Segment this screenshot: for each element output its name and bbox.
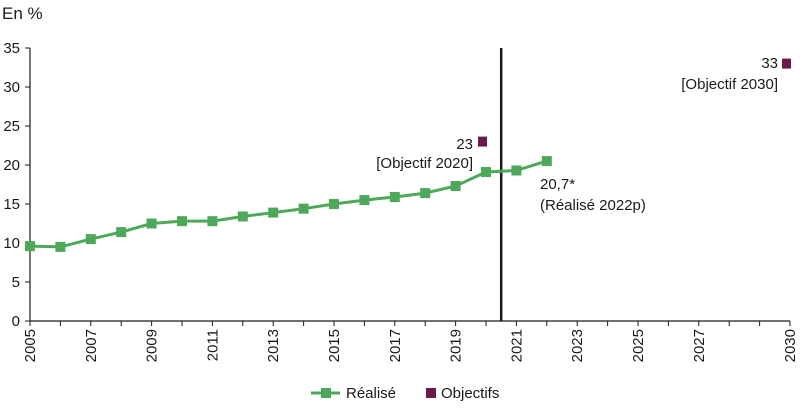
x-tick-label: 2013 [265, 329, 282, 362]
unit-label: En % [2, 4, 43, 23]
x-tick-label: 2005 [22, 329, 39, 362]
x-tick-label: 2011 [204, 329, 221, 361]
annotation-label: [Objectif 2020] [376, 155, 473, 172]
y-tick-label: 20 [3, 157, 20, 174]
data-point-realise [237, 211, 248, 222]
x-axis: 2005 2007 2009 2011 2013 2015 2017 2019 2021 2023… [22, 321, 799, 362]
data-point-realise [329, 199, 339, 209]
data-point-realise [511, 165, 522, 176]
y-axis: 0 5 10 15 20 25 30 35 [3, 40, 30, 330]
y-tick-label: 30 [3, 79, 20, 96]
data-point-realise [146, 218, 157, 229]
legend-label: Objectifs [441, 385, 499, 402]
data-point-realise [177, 216, 187, 227]
data-point-realise [541, 156, 552, 167]
data-point-realise [298, 203, 309, 214]
y-tick-label: 35 [3, 40, 20, 57]
data-point-realise [389, 191, 400, 202]
legend-marker-swatch [426, 388, 436, 398]
series-line-realise [29, 159, 548, 249]
data-point-realise [359, 195, 370, 206]
x-tick-label: 2017 [387, 329, 404, 362]
data-point-realise [268, 207, 279, 218]
x-tick-label: 2009 [144, 329, 161, 362]
annotation-value: 33 [761, 55, 778, 72]
data-point-realise [116, 227, 127, 238]
data-point-realise [481, 167, 491, 178]
annotation-value: 23 [456, 136, 473, 153]
annotation-value: 20,7* [540, 176, 575, 193]
y-tick-label: 10 [3, 235, 20, 252]
annotation-label: [Objectif 2030] [681, 76, 778, 93]
y-tick-label: 15 [3, 196, 20, 213]
data-point-objectif [478, 136, 487, 147]
y-tick-label: 25 [3, 118, 20, 135]
y-tick-label: 5 [12, 274, 20, 291]
data-point-objectif [782, 58, 791, 69]
legend-label: Réalisé [346, 385, 396, 402]
data-point-realise [25, 241, 35, 252]
x-tick-label: 2027 [691, 329, 708, 362]
data-point-realise [207, 216, 218, 227]
x-tick-label: 2025 [630, 329, 647, 362]
x-tick-label: 2021 [508, 329, 525, 362]
legend: Réalisé Objectifs [311, 385, 499, 402]
data-point-realise [55, 241, 66, 252]
y-tick-label: 0 [12, 313, 20, 330]
x-tick-label: 2023 [569, 329, 586, 362]
x-tick-label: 2030 [782, 329, 799, 362]
data-point-realise [420, 188, 431, 199]
x-tick-label: 2007 [83, 329, 100, 362]
data-point-realise [85, 234, 96, 245]
plot-area [25, 58, 791, 252]
x-tick-label: 2019 [448, 329, 465, 362]
data-point-realise [450, 181, 461, 192]
x-tick-label: 2015 [326, 329, 343, 362]
annotation-label: (Réalisé 2022p) [540, 197, 646, 214]
legend-marker-swatch [321, 388, 331, 398]
